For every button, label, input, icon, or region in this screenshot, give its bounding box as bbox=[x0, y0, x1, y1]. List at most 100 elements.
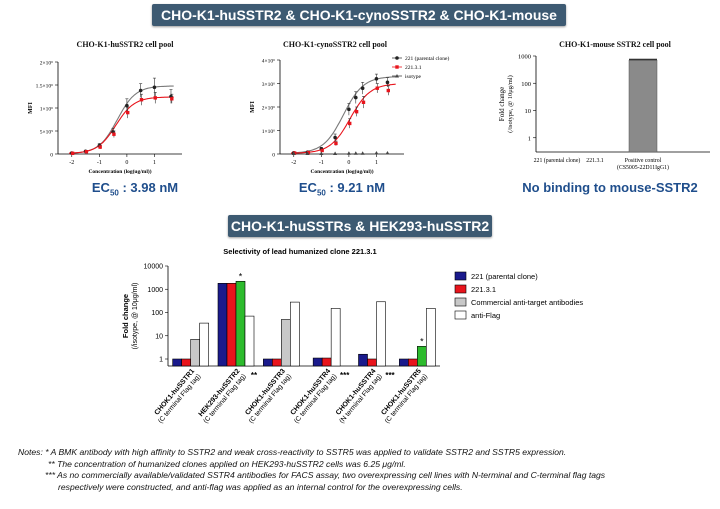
bar bbox=[417, 346, 427, 367]
ec50-sub: 50 bbox=[109, 188, 119, 198]
legend-label: 221 (parental clone) bbox=[471, 272, 538, 281]
x-tick-label: -2 bbox=[291, 160, 296, 166]
bar bbox=[290, 301, 300, 367]
data-point bbox=[112, 132, 116, 136]
y-tick-label: 1 bbox=[159, 357, 163, 364]
y-tick-label: 10 bbox=[525, 108, 532, 115]
data-point bbox=[139, 98, 144, 102]
note-4: respectively were constructed, and anti-… bbox=[58, 481, 463, 492]
x-tick-label-sub: (CS5005-22D11IgG1) bbox=[617, 164, 669, 171]
bar bbox=[330, 308, 341, 367]
data-point bbox=[333, 151, 338, 156]
data-point bbox=[361, 100, 366, 104]
fit-curve bbox=[68, 96, 174, 154]
y-tick-label: 1000 bbox=[518, 54, 531, 61]
bar bbox=[358, 353, 368, 367]
x-tick-label: 0 bbox=[125, 160, 128, 166]
data-point bbox=[320, 148, 324, 153]
category-label: CHOK1-huSSTR3(C terminal Flag tag) bbox=[244, 368, 293, 425]
y-axis-title-unit: (/isotype, @ 10μg/ml) bbox=[507, 75, 514, 133]
y-tick-label: 5×10⁵ bbox=[40, 130, 53, 136]
data-point bbox=[353, 151, 358, 155]
legend-swatch bbox=[454, 271, 467, 281]
y-tick-label: 1.5×10⁶ bbox=[36, 84, 53, 90]
legend-swatch bbox=[454, 284, 467, 294]
y-tick-label: 1×10⁶ bbox=[262, 129, 275, 135]
data-point bbox=[334, 141, 338, 146]
legend-label: 221.3.1 bbox=[405, 65, 422, 71]
ec50-label: EC bbox=[298, 180, 317, 195]
chart-hu-sstr2: 0 5×10⁵ 1×10⁶ 1.5×10⁶ 2×10⁶ -2 -1 0 1Concentrati… bbox=[28, 61, 182, 175]
ec50-value: : 3.98 nM bbox=[122, 180, 179, 195]
y-tick-label: 2×10⁶ bbox=[262, 106, 275, 112]
y-tick-label: 100 bbox=[521, 81, 531, 88]
data-point bbox=[319, 151, 324, 156]
data-point bbox=[385, 151, 390, 155]
data-point bbox=[126, 110, 130, 115]
y-tick-label: 100 bbox=[151, 310, 163, 317]
data-point bbox=[375, 86, 379, 90]
banner-mid: CHO-K1-huSSTRs & HEK293-huSSTR2 bbox=[228, 215, 492, 237]
legend-label: anti-Flag bbox=[471, 311, 500, 320]
bar bbox=[172, 358, 182, 367]
data-point bbox=[360, 151, 365, 155]
bar bbox=[226, 283, 237, 367]
bar bbox=[217, 283, 228, 367]
legend-label: isotype bbox=[405, 74, 421, 80]
data-point bbox=[84, 150, 89, 154]
legend-marker bbox=[395, 56, 399, 60]
data-point bbox=[353, 95, 358, 100]
data-point bbox=[153, 96, 157, 100]
panel3-conclusion: No binding to mouse-SSTR2 bbox=[522, 180, 698, 195]
data-point bbox=[385, 80, 390, 85]
fit-curve bbox=[291, 83, 396, 154]
chart-mouse-sstr2: 1 10 100 1000 Fold change (/isotype, @ 10μg/m… bbox=[498, 54, 710, 171]
data-point bbox=[152, 85, 157, 90]
ec50-value: : 9.21 nM bbox=[329, 180, 386, 195]
x-tick-label: Positive control bbox=[625, 158, 662, 164]
ec50-sub: 50 bbox=[316, 188, 326, 198]
legend-label: 221.3.1 bbox=[471, 285, 496, 294]
category-label: CHOK1-huSSTR1(C terminal Flag tag) bbox=[154, 368, 203, 425]
data-point bbox=[98, 145, 102, 149]
data-point bbox=[170, 97, 174, 101]
note-3: *** As no commercially available/validat… bbox=[45, 470, 606, 480]
bar bbox=[235, 280, 246, 367]
category-star: ** bbox=[251, 371, 258, 380]
bar bbox=[190, 339, 200, 367]
legend-marker bbox=[395, 74, 399, 78]
x-tick-label: -1 bbox=[97, 160, 102, 166]
bar bbox=[628, 59, 658, 153]
y-tick-label: 0 bbox=[272, 153, 275, 159]
chart-cyno-sstr2: 0 1×10⁶ 2×10⁶ 3×10⁶ 4×10⁶ -2 -1 0 1Concentration… bbox=[250, 55, 449, 175]
x-tick-label: 0 bbox=[347, 160, 350, 166]
x-tick-label: 1 bbox=[375, 160, 378, 166]
data-point bbox=[346, 151, 351, 155]
x-tick-label: -1 bbox=[319, 160, 324, 166]
chart-title: Selectivity of lead humanized clone 221.… bbox=[223, 247, 376, 256]
y-tick-label: 10 bbox=[155, 333, 163, 340]
bar-error bbox=[629, 58, 657, 61]
y-tick-label: 0 bbox=[50, 153, 53, 159]
ec50-label: EC bbox=[91, 180, 110, 195]
y-tick-label: 1×10⁶ bbox=[40, 107, 53, 113]
panel1-title: CHO-K1-huSSTR2 cell pool bbox=[76, 40, 174, 49]
y-tick-label: 2×10⁶ bbox=[40, 61, 53, 67]
bar bbox=[408, 358, 418, 367]
y-tick-label: 4×10⁶ bbox=[262, 59, 275, 65]
panel1-ec50: EC50 : 3.98 nM bbox=[55, 180, 215, 198]
panel2-ec50: EC50 : 9.21 nM bbox=[262, 180, 422, 198]
legend-label: Commercial anti-target antibodies bbox=[471, 298, 583, 307]
banner-top: CHO-K1-huSSTR2 & CHO-K1-cynoSSTR2 & CHO-… bbox=[152, 4, 566, 45]
note-1: Notes: * A BMK antibody with high affini… bbox=[18, 447, 567, 457]
panel2-title: CHO-K1-cynoSSTR2 cell pool bbox=[282, 40, 387, 49]
data-point bbox=[386, 88, 390, 93]
fit-curve bbox=[290, 76, 396, 154]
category-label: CHOK1-huSSTR4(C terminal Flag tag) bbox=[290, 368, 339, 425]
bar bbox=[181, 358, 191, 367]
legend-marker bbox=[395, 65, 399, 69]
panel3-title: CHO-K1-mouse SSTR2 cell pool bbox=[559, 40, 671, 49]
y-axis-title: Fold change bbox=[121, 294, 130, 338]
data-point bbox=[306, 150, 311, 155]
y-tick-label: 1 bbox=[528, 135, 531, 142]
